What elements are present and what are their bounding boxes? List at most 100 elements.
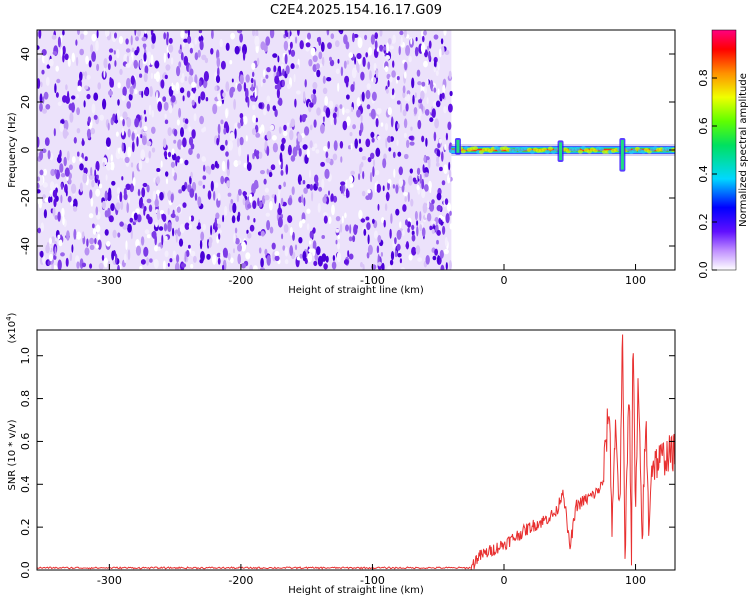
noise-blob [436,162,440,167]
noise-blob [167,262,170,267]
noise-blob [310,124,313,131]
noise-blob [410,198,414,207]
noise-blob [306,148,310,158]
noise-blob [130,162,134,168]
noise-blob [151,110,155,118]
noise-blob [138,138,142,146]
colorbar-gradient [711,29,737,271]
noise-blob [148,54,151,66]
noise-blob [324,96,329,106]
noise-blob [173,129,178,137]
noise-blob [279,152,283,163]
noise-blob [307,252,313,263]
noise-blob [141,90,144,98]
noise-blob [101,200,106,210]
noise-blob [41,69,45,75]
noise-blob [266,254,271,266]
noise-blob [152,190,156,202]
y-tick-label: 20 [19,95,32,109]
noise-blob [122,118,125,127]
noise-blob [329,59,335,67]
noise-blob [54,215,58,220]
noise-blob [178,49,183,55]
noise-blob [179,158,184,164]
noise-blob [47,150,51,160]
noise-blob [57,36,61,48]
noise-blob [140,236,145,246]
noise-blob [370,152,375,159]
noise-blob [449,90,453,97]
noise-blob [64,53,69,61]
noise-blob [252,265,258,270]
noise-blob [395,120,399,132]
band-speckle [577,149,583,154]
noise-blob [334,106,338,113]
noise-blob [60,194,63,204]
noise-blob [323,212,328,217]
noise-blob [45,104,51,110]
noise-blob [251,128,256,136]
noise-blob [265,212,270,217]
noise-blob [383,153,387,160]
noise-blob [252,152,255,160]
noise-blob [417,115,421,121]
noise-blob [385,88,389,94]
noise-blob [211,30,214,40]
noise-blob [260,124,265,135]
noise-blob [163,52,167,63]
noise-blob [404,196,408,202]
noise-blob [366,252,370,259]
noise-blob [92,223,95,229]
noise-blob [170,57,174,65]
noise-blob [313,260,318,267]
noise-blob [269,200,273,211]
noise-blob [66,150,70,161]
noise-blob [229,60,233,65]
noise-blob [246,162,252,172]
noise-blob [266,130,272,141]
noise-blob [170,95,176,103]
noise-blob [254,149,257,157]
noise-blob [350,143,353,150]
noise-blob [371,137,375,143]
noise-blob [111,180,116,186]
noise-blob [37,136,40,148]
noise-blob [49,253,53,262]
noise-blob [273,65,277,73]
noise-blob [281,137,286,144]
noise-blob [349,132,353,137]
noise-blob [433,87,437,93]
noise-blob [314,174,319,184]
noise-blob [121,95,126,101]
noise-blob [140,149,145,161]
noise-blob [381,262,385,270]
band-speckle [625,147,631,151]
noise-blob [181,73,185,81]
noise-blob [79,71,83,82]
band-speckle [550,149,556,154]
noise-blob [221,160,226,172]
noise-blob [179,223,185,234]
noise-blob [358,129,362,137]
noise-blob [426,78,429,87]
noise-blob [53,128,56,137]
noise-blob [364,34,368,41]
noise-blob [79,163,84,171]
noise-blob [200,251,205,262]
noise-blob [101,254,105,261]
noise-blob [222,214,225,223]
noise-blob [111,250,115,261]
noise-blob [369,70,372,81]
noise-blob [184,251,187,262]
noise-blob [393,168,396,178]
noise-blob [196,153,200,159]
noise-blob [417,119,422,130]
noise-blob [390,251,395,261]
noise-blob [299,135,303,143]
noise-blob [356,97,361,107]
noise-blob [37,45,40,51]
noise-blob [393,37,396,43]
noise-blob [187,35,192,44]
noise-blob [258,102,263,109]
noise-blob [159,191,164,201]
